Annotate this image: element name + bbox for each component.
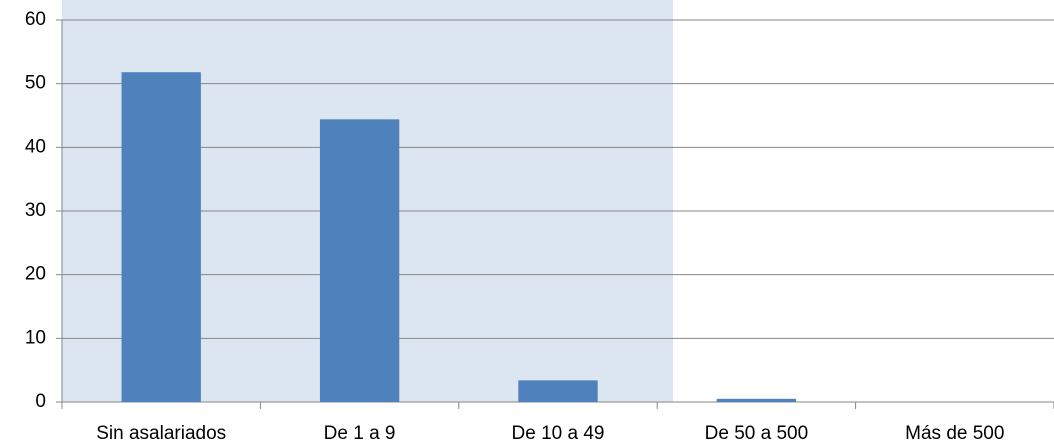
y-tick-label: 10 bbox=[25, 327, 46, 348]
bar bbox=[518, 380, 598, 402]
y-tick-label: 0 bbox=[35, 391, 46, 412]
y-tick-label: 50 bbox=[25, 73, 46, 94]
y-tick-label: 40 bbox=[25, 136, 46, 157]
y-tick-label: 20 bbox=[25, 264, 46, 285]
bar bbox=[319, 119, 400, 402]
x-tick-label: De 1 a 9 bbox=[324, 423, 396, 444]
y-tick-label: 30 bbox=[25, 200, 46, 221]
x-tick-label: Sin asalariados bbox=[96, 423, 226, 444]
bar bbox=[716, 398, 797, 402]
x-tick-label: De 10 a 49 bbox=[512, 423, 605, 444]
x-tick-label: Más de 500 bbox=[905, 423, 1004, 444]
y-tick-label: 60 bbox=[25, 9, 46, 30]
bar bbox=[121, 72, 201, 402]
x-tick-label: De 50 a 500 bbox=[705, 423, 809, 444]
